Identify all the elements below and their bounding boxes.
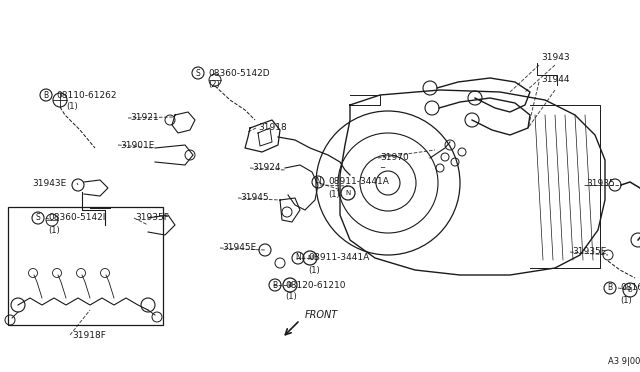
Text: B: B bbox=[287, 282, 292, 288]
Text: 31970: 31970 bbox=[380, 154, 409, 163]
Text: 31943: 31943 bbox=[541, 54, 570, 62]
Text: 31944: 31944 bbox=[541, 76, 570, 84]
Bar bbox=[8, 207, 163, 325]
Text: 31924: 31924 bbox=[252, 164, 280, 173]
Text: B: B bbox=[607, 283, 612, 292]
Text: N: N bbox=[315, 177, 321, 186]
Text: S: S bbox=[196, 68, 200, 77]
Text: 31901E: 31901E bbox=[120, 141, 154, 150]
Text: 31918: 31918 bbox=[258, 124, 287, 132]
Text: (1): (1) bbox=[285, 292, 297, 301]
Text: 31921: 31921 bbox=[130, 113, 159, 122]
Text: 31935E: 31935E bbox=[572, 247, 606, 257]
Text: 08110-61262: 08110-61262 bbox=[56, 90, 116, 99]
Text: (1): (1) bbox=[620, 295, 632, 305]
Text: ─: ─ bbox=[380, 165, 384, 171]
Text: 31943E: 31943E bbox=[32, 179, 67, 187]
Text: S: S bbox=[36, 214, 40, 222]
Text: B: B bbox=[273, 280, 278, 289]
Text: 31945: 31945 bbox=[240, 193, 269, 202]
Text: A3 9|009: A3 9|009 bbox=[608, 357, 640, 366]
Text: 31935F: 31935F bbox=[135, 214, 169, 222]
Text: (1): (1) bbox=[328, 189, 340, 199]
Text: 0B911-3441A: 0B911-3441A bbox=[308, 253, 369, 263]
Text: 08120-61210: 08120-61210 bbox=[285, 280, 346, 289]
Text: N: N bbox=[346, 190, 351, 196]
Text: (1): (1) bbox=[308, 266, 320, 275]
Text: B: B bbox=[44, 90, 49, 99]
Text: (1): (1) bbox=[48, 225, 60, 234]
Text: N: N bbox=[295, 253, 301, 263]
Text: 31918F: 31918F bbox=[72, 330, 106, 340]
Text: B: B bbox=[628, 287, 632, 293]
Text: FRONT: FRONT bbox=[305, 310, 339, 320]
Text: 08360-5142D: 08360-5142D bbox=[208, 68, 269, 77]
Text: 08360-5142I: 08360-5142I bbox=[48, 214, 106, 222]
Text: N: N bbox=[307, 255, 312, 261]
Text: (1): (1) bbox=[66, 103, 77, 112]
Text: 08160-61610: 08160-61610 bbox=[620, 283, 640, 292]
Text: 08911-3441A: 08911-3441A bbox=[328, 177, 389, 186]
Text: (2): (2) bbox=[208, 80, 220, 90]
Text: 31935: 31935 bbox=[586, 179, 615, 187]
Text: 31945E: 31945E bbox=[222, 244, 256, 253]
